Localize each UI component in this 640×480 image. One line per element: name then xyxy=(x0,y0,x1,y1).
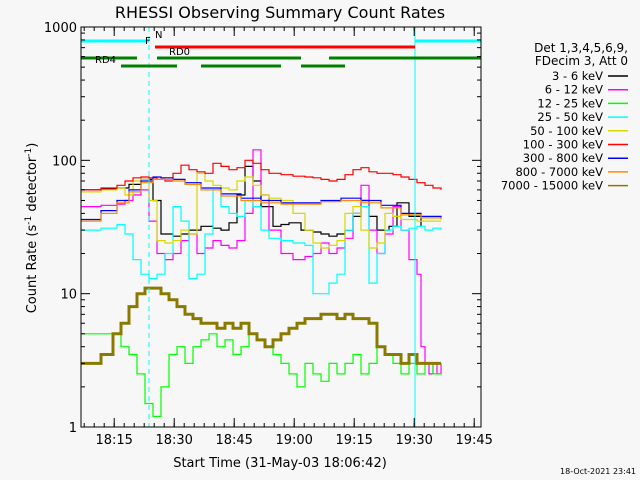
series-line-7 xyxy=(81,176,442,221)
series-line-4 xyxy=(81,189,442,295)
series-line-3 xyxy=(81,333,441,417)
series-line-2 xyxy=(81,149,442,375)
status-bar-label-f: F xyxy=(145,36,151,47)
legend: Det 1,3,4,5,6,9,FDecim 3, Att 03 - 6 keV… xyxy=(501,41,628,193)
legend-entry-label: 6 - 12 keV xyxy=(545,83,603,97)
y-tick-label: 1 xyxy=(69,421,77,436)
x-tick-label: 19:00 xyxy=(275,433,312,448)
x-axis-label: Start Time (31-May-03 18:06:42) xyxy=(173,456,387,471)
series-line-6 xyxy=(81,159,442,191)
x-tick-label: 19:30 xyxy=(395,433,432,448)
x-tick-label: 18:15 xyxy=(95,433,132,448)
x-tick-label: 18:30 xyxy=(155,433,192,448)
footer-timestamp: 18-Oct-2021 23:41 xyxy=(560,467,636,476)
plot-frame xyxy=(80,26,482,428)
x-tick-label: 18:45 xyxy=(215,433,252,448)
y-tick-label: 10 xyxy=(60,288,77,303)
y-tick-label: 100 xyxy=(52,154,77,169)
legend-entry-label: 800 - 7000 keV xyxy=(515,165,603,179)
legend-entry-label: 100 - 300 keV xyxy=(523,138,603,152)
series-line-5 xyxy=(81,172,441,249)
y-tick-label: 1000 xyxy=(44,21,77,36)
x-tick-label: 19:45 xyxy=(455,433,492,448)
legend-entry-label: 300 - 800 keV xyxy=(523,151,603,165)
y-axis-label: Count Rate (s-1 detector-1) xyxy=(24,143,40,314)
legend-entry-label: 12 - 25 keV xyxy=(537,96,603,110)
legend-entry-label: 7000 - 15000 keV xyxy=(501,179,603,193)
legend-entry-label: 50 - 100 keV xyxy=(530,124,603,138)
series-line-9 xyxy=(81,286,441,365)
x-tick-label: 19:15 xyxy=(335,433,372,448)
legend-entry-label: 3 - 6 keV xyxy=(552,69,603,83)
legend-entry-label: 25 - 50 keV xyxy=(537,110,603,124)
status-bar-label-n: N xyxy=(155,30,162,41)
plot-area: NF RD0 RD4 1 10 100 1000 18:15 18:30 18:45 19:00 19… xyxy=(44,21,493,448)
status-bar-label-rd4: RD4 xyxy=(95,55,116,66)
legend-header-line: FDecim 3, Att 0 xyxy=(535,54,628,68)
chart-title: RHESSI Observing Summary Count Rates xyxy=(115,3,445,22)
legend-header-line: Det 1,3,4,5,6,9, xyxy=(534,41,628,55)
series-line-8 xyxy=(81,178,442,222)
status-bar-label-rd0: RD0 xyxy=(169,47,190,58)
